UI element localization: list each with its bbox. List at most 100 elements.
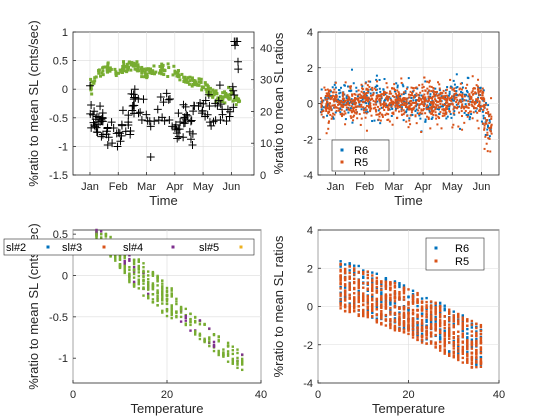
- point-r5: [371, 289, 374, 293]
- point-r5: [407, 300, 410, 304]
- point-r5: [396, 99, 399, 102]
- point-r5: [466, 83, 469, 86]
- point-r5: [402, 96, 405, 99]
- point-r6: [376, 100, 379, 103]
- point-r6: [384, 276, 388, 280]
- point-r5: [486, 119, 489, 122]
- point-r5: [490, 132, 493, 135]
- temp-point: [222, 351, 225, 355]
- point-r5: [383, 101, 386, 104]
- green-point: [143, 71, 147, 75]
- point-r5: [366, 273, 369, 277]
- point-r5: [354, 103, 357, 106]
- temp-point: [203, 339, 206, 342]
- point-r5: [450, 96, 453, 99]
- point-r5: [475, 355, 478, 358]
- point-r5: [455, 96, 458, 99]
- point-r5: [385, 112, 388, 115]
- point-r5: [343, 304, 347, 308]
- point-r5: [375, 285, 379, 289]
- point-r5: [412, 101, 415, 104]
- point-r6: [438, 112, 441, 115]
- temp-point: [165, 286, 169, 290]
- point-r5: [402, 292, 406, 295]
- x-tick-label: 0: [315, 389, 321, 401]
- green-point: [90, 92, 94, 96]
- point-r5: [413, 101, 416, 104]
- point-r5: [409, 123, 412, 126]
- point-r5: [377, 118, 380, 121]
- point-r5: [405, 97, 408, 100]
- point-r5: [463, 99, 466, 102]
- black-marker: [204, 90, 213, 99]
- point-r5: [358, 96, 361, 99]
- point-r5: [423, 98, 426, 101]
- point-r5: [479, 325, 483, 329]
- point-r6: [384, 278, 388, 282]
- point-r5: [479, 347, 483, 350]
- point-r5: [359, 123, 362, 126]
- point-r5: [411, 312, 415, 316]
- temp-point: [132, 258, 136, 262]
- green-point: [114, 72, 118, 76]
- point-r5: [402, 113, 405, 116]
- point-r5: [388, 92, 391, 95]
- x-tick-label: 40: [493, 389, 505, 401]
- point-r5: [475, 342, 478, 345]
- point-r5: [335, 94, 338, 97]
- point-r5: [325, 102, 328, 105]
- point-r5: [477, 90, 480, 93]
- point-r6: [438, 93, 441, 96]
- point-r5: [444, 94, 447, 97]
- point-r6: [329, 95, 332, 98]
- point-r5: [407, 321, 410, 324]
- point-r6: [333, 98, 336, 101]
- y-tick-label: 1: [62, 27, 68, 39]
- point-r6: [461, 314, 464, 317]
- point-r5: [409, 114, 412, 117]
- point-r6: [329, 90, 332, 93]
- point-r5: [383, 90, 386, 93]
- green-point: [234, 103, 238, 107]
- point-r5: [341, 115, 344, 118]
- point-r6: [424, 120, 427, 123]
- point-r5: [490, 126, 493, 129]
- point-r6: [360, 108, 363, 111]
- point-r5: [439, 91, 442, 94]
- point-r5: [339, 283, 342, 286]
- point-r5: [412, 89, 415, 92]
- point-r5: [400, 93, 403, 96]
- temp-point: [147, 297, 150, 300]
- legend-box: [331, 139, 390, 172]
- point-r5: [471, 117, 474, 120]
- point-r5: [421, 100, 424, 103]
- point-r5: [470, 96, 473, 99]
- point-r5: [430, 96, 433, 99]
- point-r5: [438, 329, 442, 332]
- temp-point: [142, 270, 145, 274]
- point-r5: [425, 300, 428, 304]
- green-point: [114, 70, 118, 74]
- point-r5: [488, 115, 491, 118]
- point-r5: [420, 318, 424, 322]
- point-r5: [352, 115, 355, 118]
- point-r5: [444, 111, 447, 114]
- point-r5: [362, 281, 365, 285]
- temp-point: [147, 294, 150, 298]
- point-r5: [374, 100, 377, 103]
- point-r5: [366, 91, 369, 94]
- point-r5: [337, 103, 340, 106]
- point-r5: [422, 104, 425, 107]
- point-r5: [434, 325, 437, 328]
- point-r6: [339, 111, 342, 114]
- point-r5: [378, 95, 381, 98]
- temp-point: [156, 299, 159, 303]
- point-r5: [384, 280, 388, 283]
- point-r5: [438, 324, 442, 328]
- point-r5: [374, 108, 377, 111]
- point-r5: [365, 129, 368, 132]
- point-r6: [416, 112, 419, 115]
- point-r5: [485, 122, 488, 125]
- point-r5: [360, 83, 363, 86]
- point-r6: [377, 109, 380, 112]
